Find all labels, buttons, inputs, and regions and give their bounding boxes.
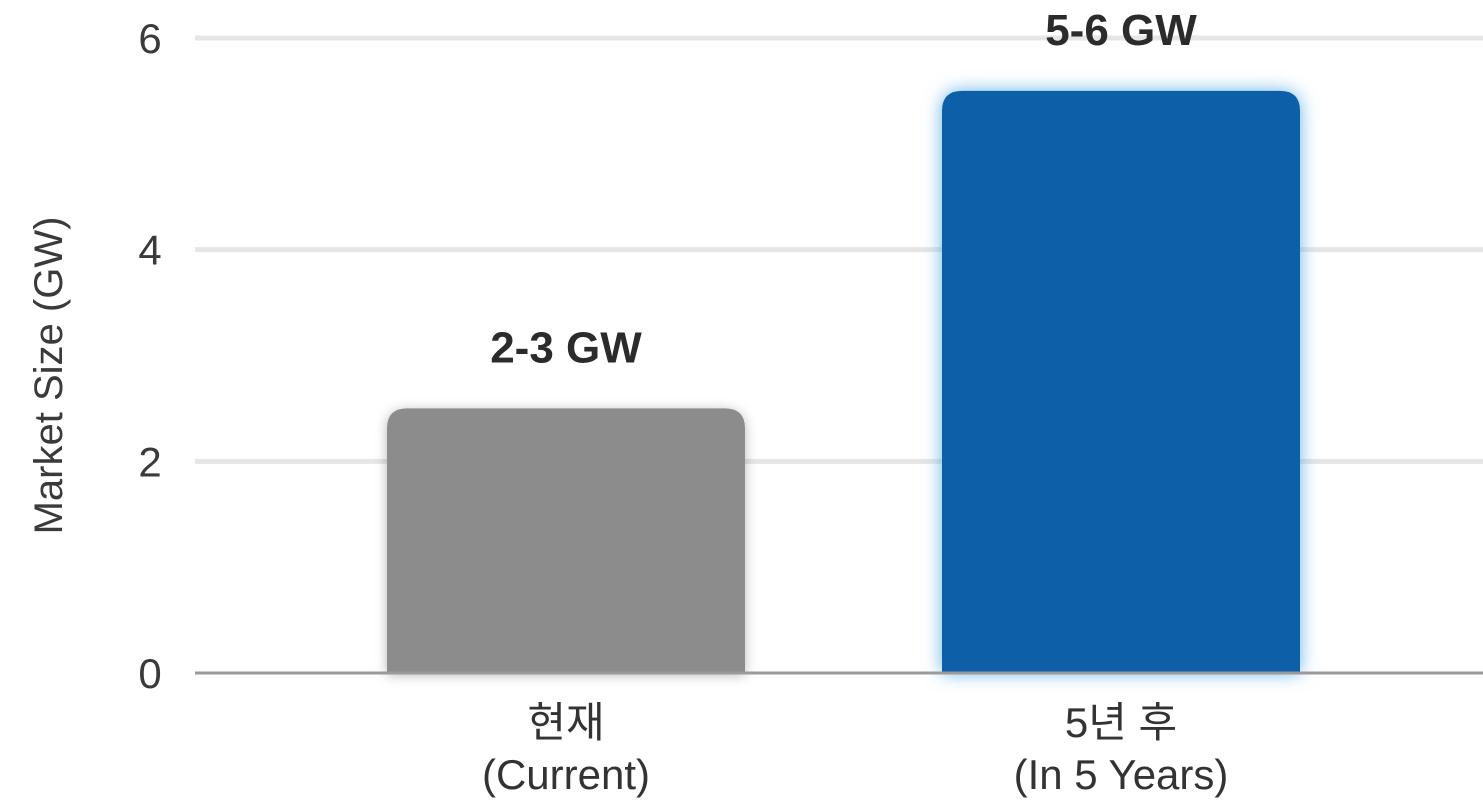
y-axis-tick-labels: 0 2 4 6: [138, 15, 161, 697]
data-label: 5-6 GW: [1045, 6, 1197, 55]
data-label: 2-3 GW: [490, 323, 642, 372]
y-tick-label: 6: [138, 15, 161, 62]
x-tick-label: 현재 (Current): [482, 699, 650, 798]
data-labels: 2-3 GW 5-6 GW: [490, 6, 1197, 372]
bar-in-5-years: [942, 90, 1300, 673]
y-tick-label: 0: [138, 650, 161, 697]
y-tick-label: 4: [138, 227, 161, 274]
x-axis-tick-labels: 현재 (Current) 5년 후 (In 5 Years): [482, 699, 1228, 798]
y-axis-label: Market Size (GW): [27, 217, 71, 535]
bars: [387, 90, 1300, 673]
bar-current: [387, 408, 745, 673]
y-tick-label: 2: [138, 438, 161, 485]
x-tick-label: 5년 후 (In 5 Years): [1014, 699, 1229, 798]
